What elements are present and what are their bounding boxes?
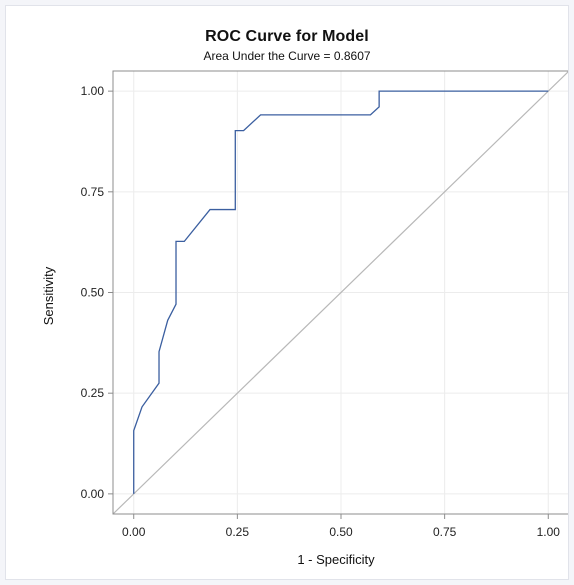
y-tick-label: 0.00 — [81, 487, 105, 501]
roc-plot: 0.00 0.25 0.50 0.75 1.00 0.00 0.25 0.50 0.75 1.0… — [41, 70, 568, 567]
y-axis: 0.00 0.25 0.50 0.75 1.00 — [81, 84, 113, 501]
y-tick-label: 0.75 — [81, 185, 105, 199]
x-tick-label: 0.75 — [433, 525, 457, 539]
x-tick-label: 0.25 — [226, 525, 250, 539]
chart-subtitle: Area Under the Curve = 0.8607 — [203, 49, 371, 63]
y-tick-label: 0.50 — [81, 286, 105, 300]
roc-curve — [133, 90, 549, 494]
x-axis-label: 1 - Specificity — [297, 552, 375, 567]
x-tick-label: 1.00 — [537, 525, 561, 539]
x-tick-label: 0.50 — [329, 525, 353, 539]
diagonal-reference — [112, 71, 568, 515]
x-tick-label: 0.00 — [122, 525, 146, 539]
y-axis-label: Sensitivity — [41, 266, 56, 325]
x-axis: 0.00 0.25 0.50 0.75 1.00 — [122, 514, 560, 539]
chart-frame: ROC Curve for Model Area Under the Curve… — [5, 5, 569, 580]
roc-curve-line — [133, 90, 549, 494]
diagonal-line — [112, 71, 568, 515]
y-tick-label: 0.25 — [81, 386, 105, 400]
chart-title: ROC Curve for Model — [205, 28, 369, 45]
y-tick-label: 1.00 — [81, 84, 105, 98]
